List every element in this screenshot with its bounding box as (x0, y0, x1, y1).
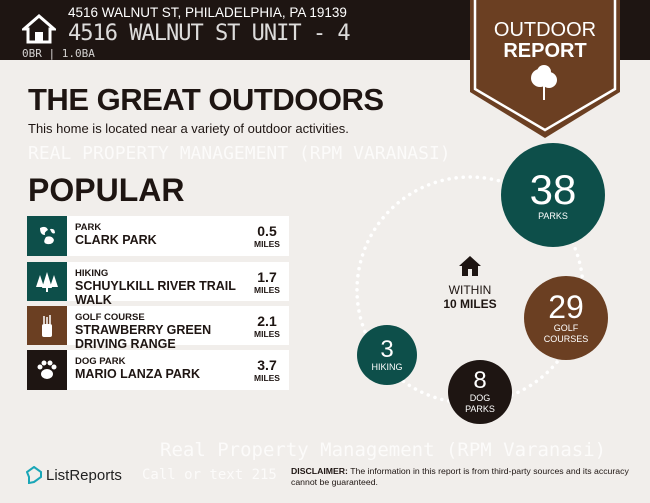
page-title: THE GREAT OUTDOORS (28, 82, 384, 117)
badge-title-line2: REPORT (503, 40, 587, 62)
count-label: PARKS (538, 210, 568, 221)
item-name: CLARK PARK (75, 233, 157, 247)
item-unit: MILES (254, 329, 280, 339)
within-label: WITHIN 10 MILES (420, 283, 520, 311)
logo-text: ListReports (46, 466, 122, 484)
overlay-beds-baths: 0BR | 1.0BA (22, 47, 95, 60)
listreports-logo[interactable]: ListReports (26, 466, 122, 484)
within-line1: WITHIN (448, 283, 492, 297)
count-circle: 3 HIKING (357, 325, 417, 385)
overlay-address: 4516 WALNUT ST UNIT - 4 (68, 21, 351, 46)
item-distance: 1.7 (257, 269, 277, 285)
page-subtitle: This home is located near a variety of o… (28, 121, 349, 136)
item-distance: 3.7 (257, 357, 277, 373)
home-icon (459, 256, 481, 276)
paw-icon (27, 350, 67, 390)
trees-icon (27, 262, 67, 301)
popular-item[interactable]: GOLF COURSE STRAWBERRY GREEN DRIVING RANG… (27, 306, 289, 351)
item-category: HIKING (75, 268, 109, 279)
house-icon (22, 14, 56, 44)
item-category: GOLF COURSE (75, 312, 145, 323)
count-value: 38 (529, 165, 577, 213)
popular-item[interactable]: PARK CLARK PARK 0.5 MILES (27, 216, 289, 256)
within-distance: 10 MILES (443, 297, 497, 311)
popular-heading: POPULAR (28, 172, 185, 208)
count-circle: 29 GOLF COURSES (524, 276, 608, 360)
popular-item[interactable]: DOG PARK MARIO LANZA PARK 3.7 MILES (27, 350, 289, 390)
disclaimer: DISCLAIMER: The information in this repo… (291, 466, 631, 488)
item-category: PARK (75, 222, 102, 233)
logo-icon (26, 466, 42, 484)
watermark-line2: Call or text 215 (142, 467, 277, 483)
item-name: MARIO LANZA PARK (75, 367, 200, 381)
count-value: 8 (473, 367, 487, 394)
item-name: STRAWBERRY GREEN DRIVING RANGE (75, 323, 212, 351)
item-unit: MILES (254, 285, 280, 295)
count-label: GOLF COURSES (543, 323, 589, 344)
golf-bag-icon (27, 306, 67, 345)
count-label: HIKING (371, 361, 403, 372)
item-distance: 2.1 (257, 313, 277, 329)
count-value: 3 (380, 335, 394, 363)
property-address: 4516 WALNUT ST, PHILADELPHIA, PA 19139 (68, 5, 347, 20)
count-value: 29 (548, 289, 584, 325)
item-unit: MILES (254, 239, 280, 249)
count-circle: 38 PARKS (501, 143, 605, 247)
count-circle: 8 DOG PARKS (448, 360, 512, 424)
disclaimer-text: The information in this report is from t… (291, 466, 629, 487)
watermark-line1: Real Property Management (RPM Varanasi) (160, 439, 607, 461)
item-distance: 0.5 (257, 223, 277, 239)
disclaimer-label: DISCLAIMER: (291, 466, 348, 476)
item-category: DOG PARK (75, 356, 126, 367)
item-unit: MILES (254, 373, 280, 383)
tree-icon (531, 65, 557, 100)
badge-title-line1: OUTDOOR (493, 19, 597, 41)
watermark-diagonal: REAL PROPERTY MANAGEMENT (RPM VARANASI) (28, 143, 451, 164)
park-icon (27, 216, 67, 256)
item-name: SCHUYLKILL RIVER TRAIL WALK (75, 279, 236, 307)
outdoor-report-badge (470, 0, 620, 138)
count-label: DOG PARKS (465, 393, 495, 414)
popular-item[interactable]: HIKING SCHUYLKILL RIVER TRAIL WALK 1.7 MIL… (27, 262, 289, 307)
